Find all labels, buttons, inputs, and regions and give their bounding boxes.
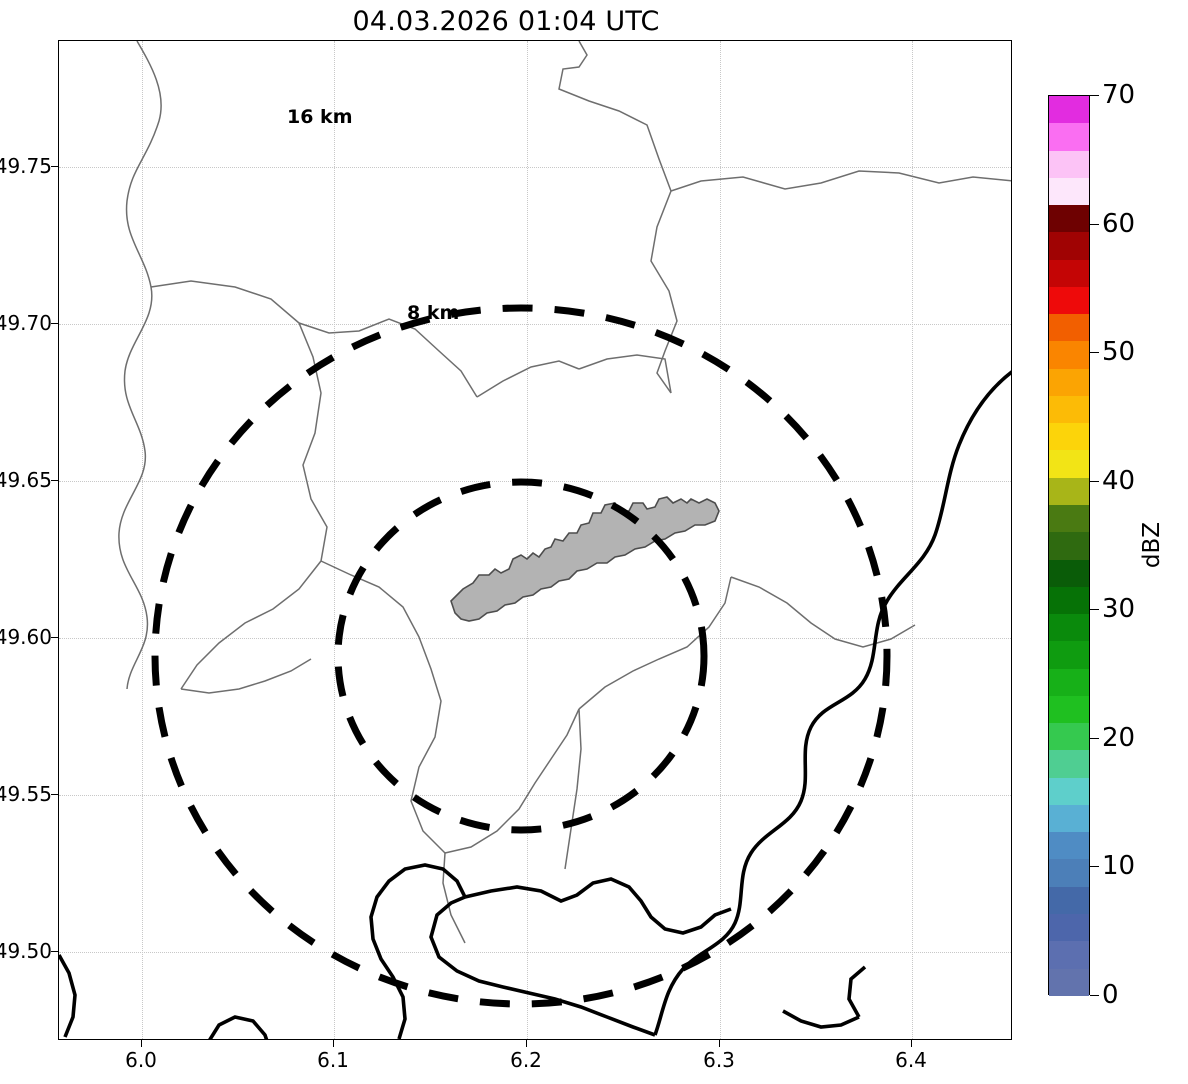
colorbar-tick-mark [1090,480,1099,482]
map-geometry [59,41,1011,1039]
y-tick-mark [51,166,58,167]
y-tick-label: 49.60 [0,625,52,649]
colorbar-band [1049,941,1089,969]
colorbar-band [1049,859,1089,887]
colorbar-tick-label: 70 [1102,80,1136,110]
colorbar-tick-label: 50 [1102,337,1136,368]
x-tick-mark [333,1040,334,1047]
colorbar-title: dBZ [1139,521,1165,569]
colorbar-band [1049,314,1089,342]
colorbar-band [1049,586,1089,615]
range-ring-label-8km: 8 km [407,302,460,324]
gridline-vertical [527,41,528,1039]
colorbar-tick-mark [1090,866,1099,868]
gridline-vertical [720,41,721,1039]
x-tick-mark [526,1040,527,1047]
colorbar-band [1049,804,1089,833]
colorbar-band [1049,750,1089,778]
water-body-polygon [450,496,720,622]
colorbar-band [1049,368,1089,396]
x-tick-mark [911,1040,912,1047]
y-tick-label: 49.55 [0,782,52,806]
colorbar-tick-mark [1090,737,1099,739]
colorbar-band [1049,96,1089,124]
colorbar-tick-label: 30 [1102,594,1136,625]
colorbar-band [1049,259,1089,287]
colorbar-band [1049,723,1089,751]
colorbar-band [1049,286,1089,315]
colorbar-band [1049,614,1089,642]
y-tick-mark [51,951,58,952]
range-ring-8km [334,478,708,834]
colorbar-tick-mark [1090,609,1099,611]
colorbar-band [1049,395,1089,424]
gridline-horizontal [59,324,1011,325]
gridline-horizontal [59,795,1011,796]
y-tick-label: 49.50 [0,939,52,963]
country-border-layer [59,370,1011,1039]
colorbar-tick-label: 20 [1102,722,1136,753]
colorbar-band [1049,886,1089,914]
y-tick-label: 49.70 [0,311,52,335]
colorbar-band [1049,477,1089,505]
y-tick-label: 49.75 [0,154,52,178]
y-tick-label: 49.65 [0,468,52,492]
x-tick-label: 6.1 [317,1048,349,1072]
colorbar-tick-mark [1090,995,1099,996]
colorbar-band [1049,177,1089,206]
gridline-vertical [142,41,143,1039]
x-tick-label: 6.0 [125,1048,157,1072]
x-tick-mark [719,1040,720,1047]
colorbar-tick-mark [1090,223,1099,225]
x-tick-label: 6.2 [510,1048,542,1072]
map-plot-area[interactable]: 16 km 8 km [58,40,1012,1040]
colorbar-band [1049,832,1089,860]
colorbar-tick-label: 0 [1102,980,1119,1010]
colorbar[interactable] [1048,95,1090,996]
colorbar-band [1049,968,1089,996]
colorbar-band [1049,123,1089,151]
range-ring-label-16km: 16 km [287,106,353,128]
gridline-horizontal [59,167,1011,168]
admin-border-layer [118,41,1011,944]
colorbar-band [1049,341,1089,369]
colorbar-band [1049,504,1089,533]
x-tick-mark [141,1040,142,1047]
colorbar-tick-label: 40 [1102,465,1136,496]
y-tick-mark [51,323,58,324]
y-tick-mark [51,794,58,795]
colorbar-band [1049,668,1089,696]
colorbar-band [1049,232,1089,260]
x-tick-label: 6.3 [703,1048,735,1072]
colorbar-band [1049,150,1089,178]
colorbar-band [1049,913,1089,942]
y-tick-mark [51,637,58,638]
gridline-horizontal [59,952,1011,953]
colorbar-tick-mark [1090,95,1099,96]
gridline-vertical [912,41,913,1039]
gridline-vertical [334,41,335,1039]
colorbar-band [1049,205,1089,233]
colorbar-tick-label: 60 [1102,208,1136,239]
colorbar-tick-mark [1090,352,1099,354]
colorbar-band [1049,777,1089,805]
colorbar-tick-label: 10 [1102,851,1136,882]
gridline-horizontal [59,638,1011,639]
x-tick-label: 6.4 [895,1048,927,1072]
range-ring-16km [151,304,891,1008]
colorbar-band [1049,559,1089,587]
colorbar-band [1049,532,1089,560]
colorbar-band [1049,450,1089,478]
colorbar-band [1049,641,1089,669]
colorbar-band [1049,423,1089,451]
colorbar-band [1049,695,1089,724]
page-title: 04.03.2026 01:04 UTC [352,6,660,37]
y-tick-mark [51,480,58,481]
